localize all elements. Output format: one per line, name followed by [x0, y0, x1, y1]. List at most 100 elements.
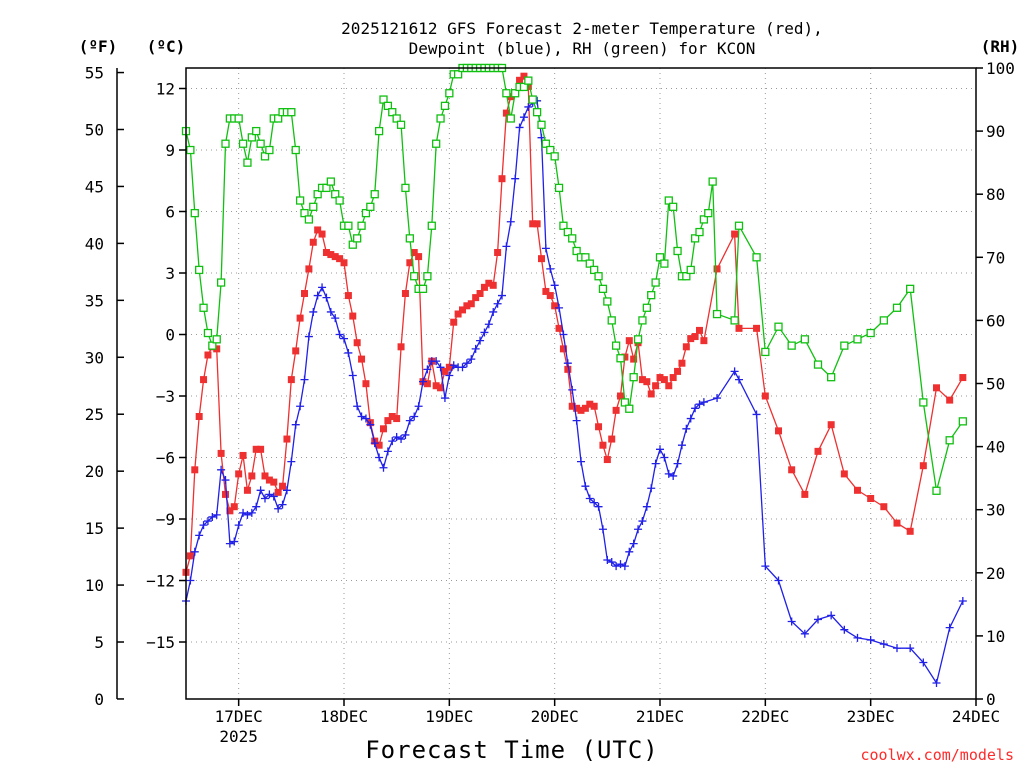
- 2-meter-temperature-point: [665, 382, 673, 390]
- dewpoint-point: [419, 377, 427, 386]
- rh-point: [366, 202, 375, 211]
- rh-point: [800, 335, 809, 344]
- celsius-tick-label: −6: [156, 449, 175, 468]
- dewpoint-point: [195, 531, 204, 540]
- 2-meter-temperature-point: [573, 404, 581, 412]
- 2-meter-temperature-point: [441, 367, 449, 375]
- 2-meter-temperature-point: [423, 380, 431, 388]
- rh-point: [260, 152, 270, 161]
- rh-point: [699, 215, 709, 224]
- rh-point: [598, 284, 608, 294]
- rh-point: [445, 89, 454, 98]
- dewpoint-point: [291, 420, 300, 429]
- 2-meter-temperature-point: [516, 76, 524, 84]
- 2-meter-temperature-point: [555, 324, 563, 332]
- 2-meter-temperature-point: [551, 302, 559, 310]
- celsius-tick-label: 0: [165, 326, 175, 345]
- rh-point: [550, 152, 559, 161]
- dewpoint-point: [375, 453, 384, 462]
- rh-point: [919, 398, 928, 407]
- 2-meter-temperature-point: [415, 253, 423, 261]
- rh-point: [344, 221, 353, 230]
- dewpoint-point: [440, 394, 449, 403]
- rh-point: [879, 316, 888, 325]
- dewpoint-point: [677, 441, 686, 450]
- grid-lines: [186, 68, 976, 699]
- 2-meter-temperature-point: [375, 441, 383, 449]
- dewpoint-point: [629, 539, 638, 548]
- rh-point: [906, 284, 915, 294]
- dewpoint-point: [340, 334, 348, 343]
- 2-meter-temperature-point: [906, 527, 914, 535]
- rh-point: [603, 297, 612, 306]
- dewpoint-point: [300, 375, 309, 384]
- dewpoint-point: [664, 469, 673, 478]
- dewpoint-point: [647, 484, 656, 493]
- 2-meter-temperature-point: [507, 93, 515, 101]
- rh-unit-label: (RH): [981, 37, 1020, 56]
- dewpoint-point: [397, 435, 406, 444]
- rh-point: [840, 341, 849, 350]
- dewpoint-point: [519, 113, 528, 122]
- dewpoint-point: [225, 539, 234, 548]
- rh-point: [208, 341, 217, 350]
- dewpoint-point: [827, 611, 836, 620]
- 2-meter-temperature-point: [533, 220, 541, 228]
- dewpoint-point: [625, 547, 634, 556]
- dewpoint-point: [370, 439, 379, 448]
- dewpoint-point: [383, 447, 392, 456]
- rh-point: [642, 303, 651, 312]
- rh-point: [313, 190, 322, 199]
- data-series: [181, 63, 967, 688]
- rh-point: [247, 133, 256, 142]
- dewpoint-point: [462, 359, 471, 368]
- dewpoint-point: [423, 365, 432, 374]
- 2-meter-temperature-point: [538, 255, 545, 263]
- rh-point: [388, 108, 397, 117]
- rh-point: [673, 246, 682, 256]
- rh-point: [392, 114, 401, 123]
- rh-point: [546, 145, 555, 155]
- 2-meter-temperature-point: [603, 456, 611, 464]
- rh-point: [238, 139, 248, 148]
- 2-meter-temperature-point: [660, 376, 668, 384]
- rh-point: [216, 278, 226, 287]
- 2-meter-temperature-point: [840, 470, 848, 478]
- dewpoint-point: [274, 504, 283, 513]
- fahrenheit-tick-label: 45: [85, 177, 104, 196]
- 2-meter-temperature-point: [349, 312, 357, 320]
- 2-meter-temperature-point: [814, 447, 822, 455]
- dewpoint-point: [730, 367, 739, 376]
- 2-meter-temperature-line: [185, 75, 964, 573]
- rh-tick-label: 80: [986, 185, 1005, 204]
- 2-meter-temperature-point: [283, 435, 291, 443]
- rh-point: [186, 145, 195, 155]
- dewpoint-point: [296, 402, 305, 411]
- dewpoint-point: [309, 307, 318, 316]
- dewpoint-point: [212, 510, 221, 519]
- rh-tick-label: 70: [986, 248, 1005, 267]
- rh-tick-label: 60: [986, 311, 1005, 330]
- rh-tick-label: 0: [986, 690, 996, 709]
- 2-meter-temperature-point: [480, 283, 488, 291]
- 2-meter-temperature-point: [761, 392, 769, 400]
- x-tick-label: 21DEC: [636, 707, 684, 726]
- rh-tick-label: 30: [986, 501, 1005, 520]
- 2-meter-temperature-point: [327, 251, 335, 259]
- 2-meter-temperature-point: [344, 292, 352, 300]
- dewpoint-point: [673, 459, 682, 468]
- 2-meter-temperature-point: [647, 390, 655, 398]
- rh-point: [203, 328, 213, 338]
- rh-series: [181, 63, 967, 495]
- 2-meter-temperature-series: [182, 72, 967, 576]
- 2-meter-temperature-point: [230, 503, 238, 511]
- dewpoint-point: [919, 658, 928, 667]
- dewpoint-point: [484, 320, 493, 329]
- rh-tick-label: 90: [986, 122, 1005, 141]
- chart-title-line-1: 2025121612 GFS Forecast 2-meter Temperat…: [341, 19, 823, 38]
- rh-point: [502, 89, 511, 98]
- 2-meter-temperature-point: [388, 413, 396, 421]
- fahrenheit-tick-label: 0: [94, 690, 104, 709]
- fahrenheit-tick-label: 30: [85, 348, 104, 367]
- x-tick-label: 17DEC: [215, 707, 263, 726]
